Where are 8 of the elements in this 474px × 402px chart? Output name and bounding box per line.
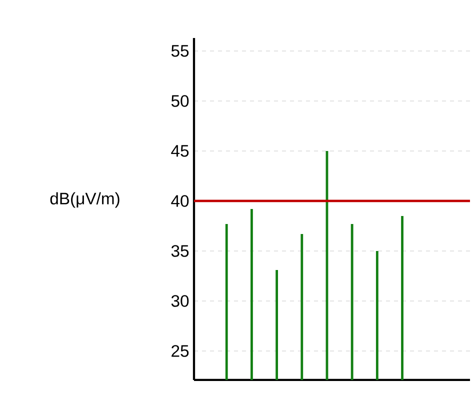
y-tick-label: 50 [171, 95, 189, 107]
y-tick-label: 45 [171, 145, 189, 157]
y-tick-label: 30 [171, 295, 189, 307]
y-tick-label: 35 [171, 245, 189, 257]
y-axis-title: dB(μV/m) [50, 192, 120, 208]
y-tick-label: 55 [171, 45, 189, 57]
y-tick-label: 25 [172, 345, 189, 357]
y-tick-label: 40 [171, 195, 189, 207]
